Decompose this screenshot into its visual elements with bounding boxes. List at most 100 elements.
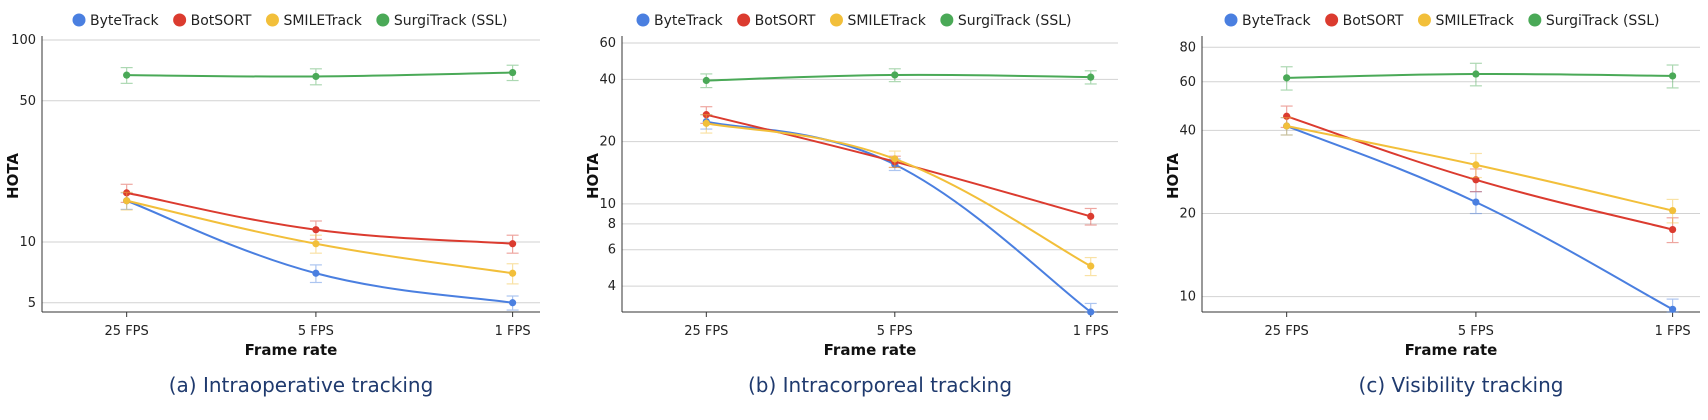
x-tick-label: 25 FPS (105, 324, 149, 339)
chart-panel-3: 10 20 40 60 80 25 FPS 5 FPS 1 FPS Frame rate HOTA… (1164, 13, 1700, 397)
data-point-surgitrack-ssl (702, 76, 710, 85)
series-botsort (120, 183, 519, 254)
data-point-surgitrack-ssl (1472, 70, 1480, 78)
legend-item-bytetrack: ByteTrack (1224, 13, 1312, 29)
series-line-surgitrack-ssl (126, 71, 513, 78)
x-tick-label: 1 FPS (1655, 324, 1691, 339)
data-point-smiletrack (891, 155, 899, 163)
data-point-surgitrack-ssl (891, 71, 899, 79)
data-point-surgitrack-ssl (312, 72, 320, 81)
y-tick-label: 80 (1179, 40, 1196, 55)
x-axis-label: Frame rate (245, 341, 338, 359)
y-axis-label: HOTA (1164, 153, 1182, 199)
legend-marker (1417, 13, 1431, 27)
y-tick-label: 10 (19, 235, 36, 250)
data-point-surgitrack-ssl (509, 68, 517, 77)
x-tick-label: 1 FPS (1073, 324, 1109, 339)
data-point-surgitrack-ssl (1669, 72, 1677, 80)
legend-label: SMILETrack (847, 13, 926, 29)
data-point-botsort (123, 189, 131, 197)
x-tick-label: 25 FPS (684, 324, 728, 339)
legend-item-surgitrack-ssl: SurgiTrack (SSL) (940, 13, 1071, 29)
y-tick-label: 50 (19, 94, 36, 109)
legend-label: BotSORT (191, 13, 252, 29)
x-tick-label: 25 FPS (1265, 324, 1309, 339)
legend-label: SMILETrack (1435, 13, 1514, 29)
y-tick-label: 20 (599, 135, 616, 150)
legend-item-surgitrack-ssl: SurgiTrack (SSL) (1528, 13, 1659, 29)
data-point-smiletrack (312, 240, 320, 248)
y-axis-label: HOTA (584, 153, 602, 199)
data-point-surgitrack-ssl (1087, 73, 1095, 81)
legend-marker (72, 13, 86, 27)
legend-label: ByteTrack (90, 13, 160, 29)
series-line-botsort (1286, 115, 1673, 231)
legend-label: SurgiTrack (SSL) (394, 13, 508, 29)
legend-marker (940, 13, 954, 27)
chart-caption: (c) Visibility tracking (1359, 373, 1564, 397)
legend-marker (173, 13, 187, 27)
x-tick-label: 5 FPS (1458, 324, 1494, 339)
data-point-smiletrack (123, 197, 131, 205)
y-tick-label: 8 (608, 217, 616, 232)
legend: ByteTrack BotSORT SMILETrack SurgiTrack (SS… (1224, 13, 1659, 29)
legend-item-surgitrack-ssl: SurgiTrack (SSL) (376, 13, 507, 29)
y-tick-label: 4 (608, 279, 616, 294)
y-tick-label: 5 (28, 296, 36, 311)
series-smiletrack (120, 191, 519, 285)
y-tick-label: 10 (1179, 290, 1196, 305)
series-line-smiletrack (126, 199, 513, 275)
legend-marker (636, 13, 650, 27)
legend-marker (1224, 13, 1238, 27)
y-tick-label: 100 (11, 33, 36, 48)
legend-item-botsort: BotSORT (1325, 13, 1404, 29)
series-surgitrack-ssl (120, 64, 519, 86)
data-point-surgitrack-ssl (1283, 74, 1291, 82)
series-surgitrack-ssl (700, 68, 1097, 89)
legend-marker (737, 13, 751, 27)
legend-marker (829, 13, 843, 27)
legend-marker (1528, 13, 1542, 27)
x-tick-label: 5 FPS (298, 324, 334, 339)
y-tick-label: 6 (608, 243, 616, 258)
series-botsort (1280, 105, 1679, 244)
y-tick-label: 40 (1179, 123, 1196, 138)
y-tick-label: 40 (599, 72, 616, 87)
data-point-bytetrack (312, 269, 320, 277)
x-axis-label: Frame rate (1405, 341, 1498, 359)
legend-label: SurgiTrack (SSL) (1546, 13, 1660, 29)
legend-marker (265, 13, 279, 27)
legend-label: ByteTrack (654, 13, 724, 29)
data-point-botsort (1669, 225, 1677, 234)
legend: ByteTrack BotSORT SMILETrack SurgiTrack (SS… (72, 13, 507, 29)
legend-label: ByteTrack (1242, 13, 1312, 29)
legend-item-smiletrack: SMILETrack (265, 13, 363, 29)
data-point-botsort (702, 111, 710, 119)
y-tick-label: 20 (1179, 207, 1196, 222)
series-line-smiletrack (706, 122, 1092, 267)
data-point-botsort (1472, 176, 1480, 184)
series-surgitrack-ssl (1280, 62, 1679, 91)
chart-panel-1: 5 10 50 100 25 FPS 5 FPS 1 FPS Frame rate HOTA (a… (4, 13, 540, 397)
data-point-bytetrack (1669, 305, 1677, 313)
data-point-bytetrack (1087, 308, 1095, 316)
x-tick-label: 1 FPS (495, 324, 531, 339)
legend-marker (1325, 13, 1339, 27)
data-point-smiletrack (1669, 206, 1677, 215)
data-point-botsort (312, 226, 320, 234)
legend: ByteTrack BotSORT SMILETrack SurgiTrack (SS… (636, 13, 1071, 29)
legend-item-botsort: BotSORT (173, 13, 252, 29)
y-axis-label: HOTA (4, 153, 22, 199)
data-point-smiletrack (702, 119, 710, 127)
series-smiletrack (700, 114, 1097, 277)
legend-label: SMILETrack (283, 13, 362, 29)
legend-item-smiletrack: SMILETrack (829, 13, 927, 29)
legend-label: BotSORT (1343, 13, 1404, 29)
legend-label: BotSORT (755, 13, 816, 29)
series-bytetrack (1280, 117, 1679, 313)
series-line-bytetrack (706, 120, 1092, 313)
data-point-bytetrack (509, 299, 517, 307)
series-bytetrack (700, 114, 1097, 316)
